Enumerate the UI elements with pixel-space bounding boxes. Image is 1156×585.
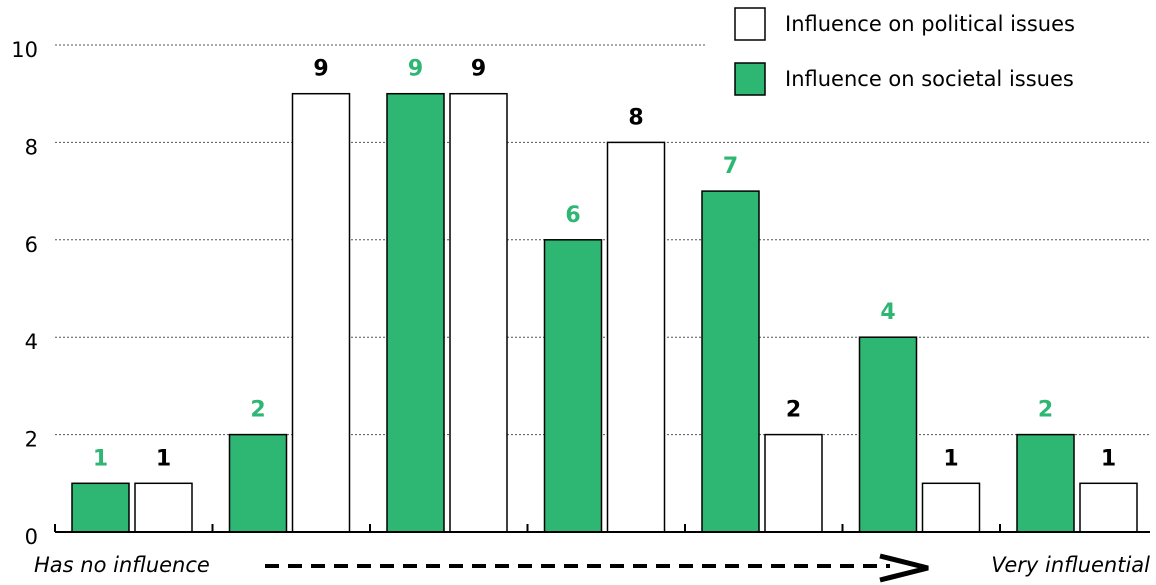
y-tick-label: 2 — [25, 428, 38, 452]
value-label: 9 — [408, 57, 423, 82]
value-label: 1 — [1101, 446, 1116, 471]
value-label: 4 — [880, 300, 895, 325]
y-tick-label: 0 — [25, 525, 38, 549]
legend-swatch — [734, 62, 766, 96]
value-label: 1 — [93, 446, 108, 471]
value-label: 8 — [628, 105, 643, 130]
x-start-label: Has no influence — [34, 553, 210, 577]
bar — [134, 482, 193, 533]
value-label: 1 — [156, 446, 171, 471]
bar — [1016, 433, 1075, 533]
value-label: 2 — [1038, 398, 1053, 423]
value-label: 1 — [943, 446, 958, 471]
bar — [764, 433, 823, 533]
value-label: 2 — [786, 398, 801, 423]
bar — [291, 92, 351, 533]
y-tick-label: 8 — [25, 135, 38, 159]
value-label: 9 — [313, 57, 328, 82]
value-label: 6 — [565, 203, 580, 228]
bar — [449, 92, 508, 533]
legend-background — [705, 0, 1156, 105]
arrow-head — [879, 553, 929, 583]
bar — [1079, 482, 1138, 533]
legend-swatch — [734, 7, 766, 41]
y-tick-label: 4 — [25, 330, 38, 354]
bar — [228, 433, 288, 533]
value-label: 7 — [723, 154, 738, 179]
legend-label: Influence on political issues — [785, 12, 1075, 36]
value-label: 9 — [471, 57, 486, 82]
bar — [543, 239, 603, 533]
bar — [701, 190, 760, 533]
bar — [606, 141, 666, 533]
bar — [71, 482, 130, 533]
y-tick-label: 6 — [25, 233, 38, 257]
bar — [858, 336, 918, 533]
legend-label: Influence on societal issues — [785, 67, 1074, 91]
bar — [386, 92, 445, 533]
value-label: 2 — [250, 398, 265, 423]
x-end-label: Very influential — [991, 553, 1150, 577]
y-tick-label: 10 — [11, 38, 38, 62]
bar — [921, 482, 981, 533]
